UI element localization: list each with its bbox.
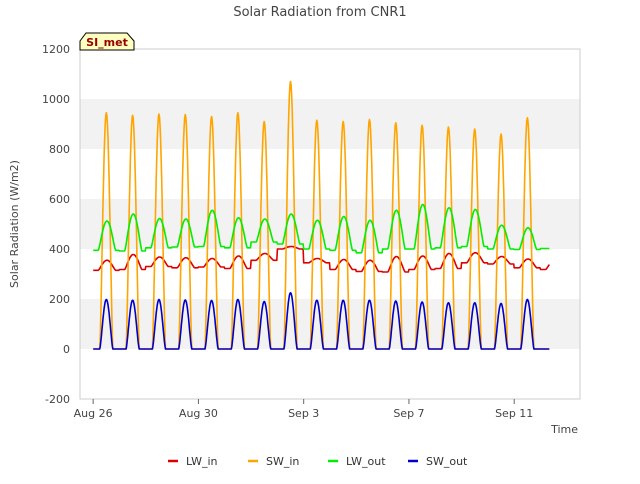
legend-label: SW_in [266,455,299,468]
x-tick-label: Sep 11 [495,407,533,420]
y-tick-label: 200 [49,293,70,306]
y-tick-label: 1200 [42,43,70,56]
y-axis: -200 0 200 400 600 800 1000 1200 [42,43,70,406]
series-line-lw-out [92,203,550,254]
legend-label: LW_in [186,455,218,468]
plot-band [80,49,580,99]
x-tick-label: Aug 26 [74,407,113,420]
plot-frame [79,48,581,400]
plot-band [80,99,580,149]
legend: LW_in SW_in LW_out SW_out [168,455,468,468]
y-tick-label: 600 [49,193,70,206]
x-tick-label: Aug 30 [179,407,218,420]
x-tick-label: Sep 3 [288,407,319,420]
plot-background-bands [80,49,580,399]
x-axis: Aug 26 Aug 30 Sep 3 Sep 7 Sep 11 [74,399,533,420]
y-tick-label: 0 [63,343,70,356]
legend-label: LW_out [346,455,386,468]
chart-title: Solar Radiation from CNR1 [233,5,406,20]
series-line-sw-out [92,292,550,350]
site-badge-shape [79,32,135,51]
y-axis-label: Solar Radiation (W/m2) [8,160,21,288]
legend-label: SW_out [426,455,468,468]
y-tick-label: 800 [49,143,70,156]
site-badge-label: SI_met [86,36,128,49]
series-layer [92,80,550,350]
y-tick-label: -200 [45,393,70,406]
x-axis-label: Time [550,423,578,436]
plot-band [80,149,580,199]
site-badge: SI_met [79,32,135,51]
x-tick-label: Sep 7 [393,407,424,420]
y-tick-label: 1000 [42,93,70,106]
plot-band [80,349,580,399]
y-tick-label: 400 [49,243,70,256]
